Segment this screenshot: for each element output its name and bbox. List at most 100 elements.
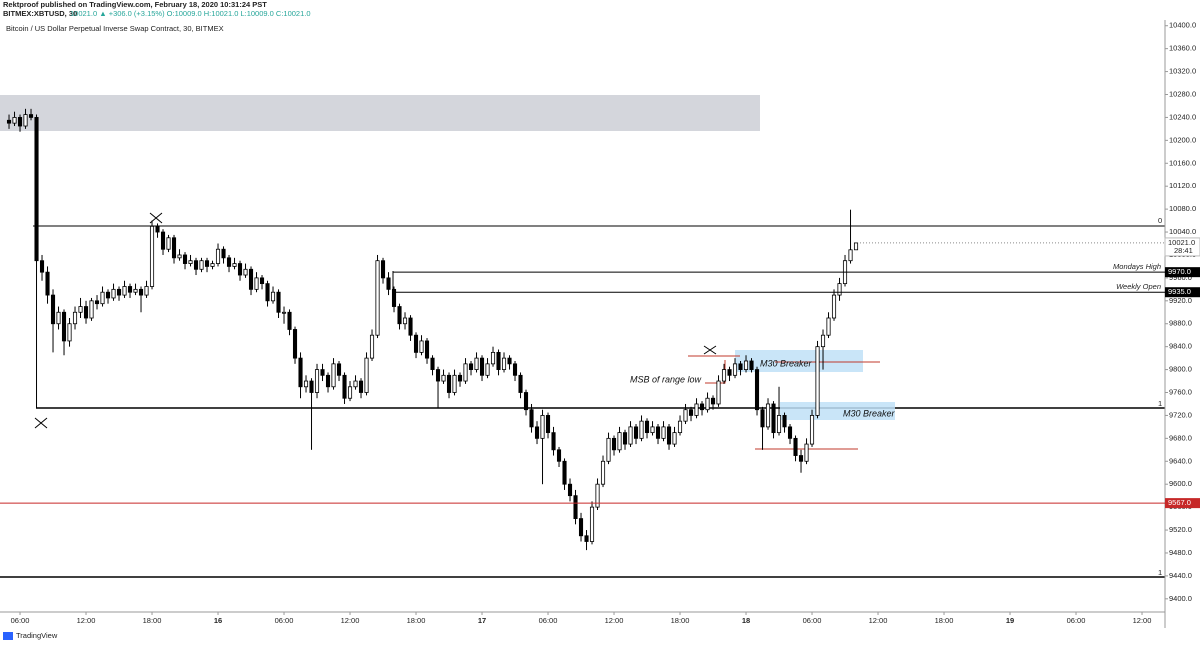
candle-body: [111, 288, 116, 299]
breaker-box: [735, 350, 863, 372]
candle-body: [243, 268, 248, 276]
y-tick-label: 9680.0: [1169, 433, 1192, 442]
candle-body: [17, 117, 23, 127]
candle-body: [523, 392, 529, 411]
y-tick-label: 10200.0: [1169, 135, 1196, 144]
msb-line: [705, 360, 726, 384]
candle-body: [342, 374, 347, 399]
y-tick-label: 10120.0: [1169, 181, 1196, 190]
annotation: MSB of range low: [630, 374, 702, 384]
candle-body: [474, 357, 479, 370]
candle-body: [78, 306, 83, 313]
fib-label: 1: [1158, 568, 1162, 577]
candle-body: [765, 403, 771, 428]
candle-body: [738, 363, 743, 370]
candle-body: [644, 420, 650, 434]
candle-body: [672, 432, 677, 445]
candle-body: [441, 374, 446, 382]
candle-body: [809, 415, 815, 445]
candle-body: [331, 363, 336, 388]
candle-body: [804, 443, 809, 462]
candle-body: [375, 260, 380, 336]
candle-body: [732, 363, 738, 376]
candle-body: [292, 329, 298, 359]
candle-body: [221, 248, 226, 259]
candle-body: [265, 283, 270, 302]
x-mark: [703, 345, 717, 355]
candle-body: [237, 263, 243, 276]
price-tag-label: 9970.0: [1168, 267, 1191, 276]
candle-body: [529, 409, 534, 428]
x-tick-label: 19: [1006, 616, 1014, 625]
candle-body: [815, 346, 820, 416]
level-name: Mondays High: [1113, 262, 1161, 271]
candle-body: [45, 271, 50, 296]
candle-body: [606, 437, 611, 462]
candle-body: [518, 374, 523, 393]
candle-body: [226, 257, 232, 267]
candle-body: [540, 415, 545, 439]
candle-body: [501, 357, 507, 370]
candle-body: [485, 363, 490, 376]
x-tick-label: 18:00: [407, 616, 426, 625]
candle-body: [446, 374, 452, 393]
candle-body: [468, 363, 474, 370]
candle-body: [177, 254, 182, 259]
chart-title: Bitcoin / US Dollar Perpetual Inverse Sw…: [6, 24, 224, 33]
candle-body: [710, 397, 716, 405]
candle-body: [408, 317, 413, 336]
y-tick-label: 9440.0: [1169, 571, 1192, 580]
publisher-line: Rektproof published on TradingView.com, …: [3, 0, 267, 9]
candles: [6, 108, 859, 551]
x-tick-label: 17: [478, 616, 486, 625]
candle-body: [413, 334, 419, 353]
candle-body: [364, 357, 369, 393]
y-tick-label: 9400.0: [1169, 594, 1192, 603]
candle-body: [705, 397, 710, 411]
candle-body: [430, 357, 435, 370]
y-tick-label: 9640.0: [1169, 456, 1192, 465]
x-tick-label: 18:00: [935, 616, 954, 625]
zone: [0, 95, 760, 131]
candle-body: [23, 114, 28, 127]
candle-body: [188, 260, 193, 264]
candle-body: [320, 369, 325, 376]
candle-body: [463, 363, 468, 382]
x-tick-label: 16: [214, 616, 222, 625]
candle-body: [754, 369, 760, 411]
candle-body: [820, 334, 826, 348]
candle-body: [380, 260, 386, 279]
y-tick-label: 9800.0: [1169, 365, 1192, 374]
quote: 10021.0 ▲ +306.0 (+3.15%) O:10009.0 H:10…: [70, 9, 311, 18]
candle-body: [298, 357, 303, 388]
candle-body: [144, 286, 149, 296]
candle-body: [276, 291, 281, 313]
candle-body: [353, 380, 358, 388]
candle-body: [677, 420, 683, 434]
candle-body: [215, 248, 221, 264]
candle-body: [683, 409, 688, 422]
x-tick-label: 06:00: [275, 616, 294, 625]
candle-body: [281, 311, 287, 314]
candle-body: [600, 460, 606, 485]
y-tick-label: 9760.0: [1169, 387, 1192, 396]
price-tag: [1165, 287, 1200, 298]
candle-body: [89, 300, 94, 319]
candle-body: [6, 119, 12, 124]
candle-body: [853, 242, 859, 251]
x-mark: [34, 417, 48, 429]
annotation: M30 Breaker: [843, 408, 896, 418]
x-tick-label: 18:00: [671, 616, 690, 625]
candle-body: [688, 409, 694, 416]
candle-body: [160, 231, 166, 250]
candle-body: [166, 237, 171, 250]
candle-body: [545, 415, 551, 434]
y-tick-label: 10320.0: [1169, 67, 1196, 76]
candle-body: [567, 483, 573, 497]
candle-body: [50, 294, 56, 325]
price-tag-label: 9567.0: [1168, 498, 1191, 507]
candle-body: [743, 360, 749, 370]
candle-body: [749, 360, 754, 370]
candle-body: [787, 426, 793, 439]
